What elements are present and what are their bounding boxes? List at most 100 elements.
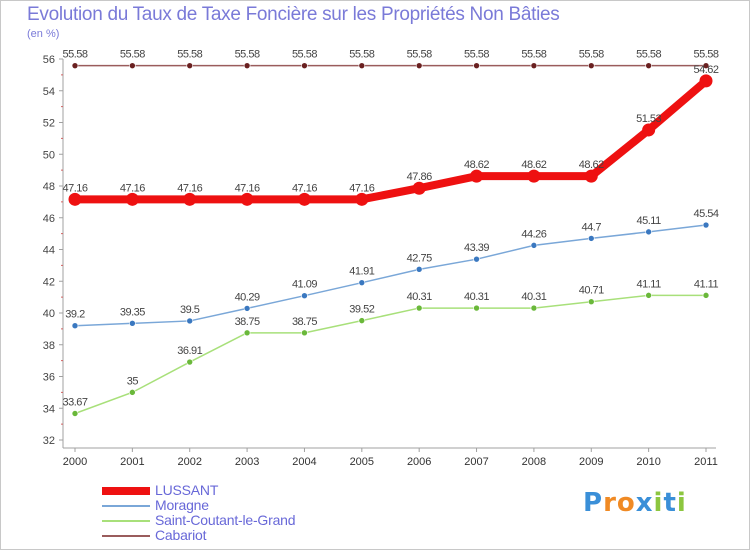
data-point-moragne — [587, 235, 595, 242]
y-tick-label: 46 — [43, 213, 55, 225]
x-tick-label: 2005 — [350, 456, 374, 468]
data-point-moragne — [702, 221, 710, 229]
data-label-moragne: 45.11 — [637, 215, 662, 227]
data-point-moragne — [186, 317, 194, 325]
line-chart: 32 34 36 38 40 42 44 46 48 50 52 54 56 2000 2001 2002 20… — [43, 49, 720, 468]
data-point-saint-coutant-le-grand — [358, 317, 366, 324]
data-label-lussant: 47.16 — [120, 182, 145, 194]
x-tick-label: 2009 — [579, 456, 603, 468]
logo-letter: x — [635, 488, 654, 518]
data-label-saint-coutant-le-grand: 40.31 — [521, 291, 546, 303]
data-point-moragne — [530, 242, 538, 249]
data-point-cabariot — [530, 62, 538, 69]
x-tick-label: 2011 — [694, 456, 718, 468]
data-point-lussant — [412, 181, 426, 195]
x-tick-label: 2001 — [120, 456, 144, 468]
data-label-saint-coutant-le-grand: 40.71 — [579, 285, 604, 297]
data-label-lussant: 54.62 — [693, 64, 718, 76]
data-label-saint-coutant-le-grand: 41.11 — [694, 278, 719, 290]
data-label-cabariot: 55.58 — [407, 49, 432, 61]
data-point-lussant — [642, 123, 656, 137]
data-label-lussant: 48.62 — [464, 159, 489, 171]
data-point-cabariot — [71, 62, 79, 69]
data-label-lussant: 48.62 — [579, 159, 604, 171]
y-tick-label: 50 — [43, 149, 55, 161]
data-label-saint-coutant-le-grand: 40.31 — [464, 291, 489, 303]
data-point-cabariot — [358, 62, 366, 69]
series-line-moragne — [74, 224, 707, 327]
data-label-moragne: 41.91 — [349, 266, 374, 278]
data-point-cabariot — [415, 62, 423, 69]
data-point-moragne — [645, 228, 652, 236]
data-point-lussant — [584, 169, 598, 183]
y-tick-label: 34 — [43, 403, 55, 415]
data-label-cabariot: 55.58 — [120, 49, 145, 61]
data-label-saint-coutant-le-grand: 35 — [127, 375, 139, 387]
y-tick-label: 40 — [43, 308, 55, 320]
legend-swatch — [102, 535, 150, 537]
data-label-cabariot: 55.58 — [177, 49, 202, 61]
data-point-lussant — [527, 169, 541, 183]
data-point-moragne — [243, 305, 251, 312]
data-label-lussant: 51.53 — [636, 113, 661, 125]
data-point-cabariot — [186, 62, 194, 69]
x-tick-label: 2010 — [636, 456, 660, 468]
data-label-cabariot: 55.58 — [521, 49, 546, 61]
x-tick-label: 2004 — [292, 456, 316, 468]
legend-swatch — [102, 505, 150, 507]
data-label-saint-coutant-le-grand: 38.75 — [235, 316, 260, 328]
legend-label: LUSSANT — [155, 482, 219, 498]
data-label-moragne: 41.09 — [292, 279, 317, 291]
data-label-moragne: 45.54 — [693, 208, 718, 220]
x-tick-label: 2003 — [235, 456, 259, 468]
data-label-cabariot: 55.58 — [579, 49, 604, 61]
data-point-lussant — [68, 192, 82, 206]
series-line-saint-coutant-le-grand — [74, 294, 707, 415]
data-point-cabariot — [301, 62, 308, 69]
data-label-lussant: 47.16 — [235, 182, 260, 194]
data-point-cabariot — [587, 62, 595, 69]
y-tick-label: 42 — [43, 276, 55, 288]
data-point-lussant — [297, 192, 311, 206]
data-label-moragne: 39.2 — [65, 309, 85, 321]
data-label-lussant: 47.86 — [407, 171, 432, 183]
legend-swatch — [102, 520, 150, 522]
data-label-moragne: 43.39 — [464, 242, 489, 254]
legend-label: Moragne — [155, 497, 209, 513]
data-point-saint-coutant-le-grand — [645, 292, 652, 299]
data-point-moragne — [358, 279, 366, 286]
data-label-cabariot: 55.58 — [464, 49, 489, 61]
data-point-moragne — [415, 266, 423, 273]
x-tick-label: 2006 — [407, 456, 431, 468]
data-label-cabariot: 55.58 — [62, 49, 87, 61]
data-label-cabariot: 55.58 — [636, 49, 661, 61]
y-tick-label: 32 — [43, 435, 55, 447]
data-label-moragne: 39.5 — [180, 304, 200, 316]
data-label-moragne: 40.29 — [235, 291, 260, 303]
data-point-saint-coutant-le-grand — [587, 298, 595, 306]
data-point-lussant — [355, 192, 369, 206]
y-tick-label: 44 — [43, 245, 55, 257]
data-label-moragne: 39.35 — [120, 306, 145, 318]
data-label-cabariot: 55.58 — [349, 49, 374, 61]
data-point-moragne — [301, 292, 308, 299]
data-label-saint-coutant-le-grand: 33.67 — [62, 396, 87, 408]
data-point-saint-coutant-le-grand — [71, 410, 79, 417]
y-tick-label: 54 — [43, 86, 55, 98]
data-label-saint-coutant-le-grand: 36.91 — [177, 345, 202, 357]
data-point-saint-coutant-le-grand — [415, 304, 423, 312]
logo-letter: t — [663, 488, 677, 518]
y-tick-label: 38 — [43, 340, 55, 352]
data-point-cabariot — [129, 62, 136, 69]
data-point-cabariot — [702, 62, 710, 69]
logo-letter: r — [603, 488, 617, 518]
legend-label: Cabariot — [155, 527, 207, 543]
logo-letter: i — [676, 488, 687, 518]
series-line-lussant — [71, 76, 710, 204]
y-tick-label: 48 — [43, 181, 55, 193]
data-label-saint-coutant-le-grand: 39.52 — [349, 304, 374, 316]
data-point-moragne — [71, 322, 79, 330]
data-label-cabariot: 55.58 — [292, 49, 317, 61]
x-tick-label: 2002 — [177, 456, 201, 468]
data-label-saint-coutant-le-grand: 40.31 — [407, 291, 432, 303]
